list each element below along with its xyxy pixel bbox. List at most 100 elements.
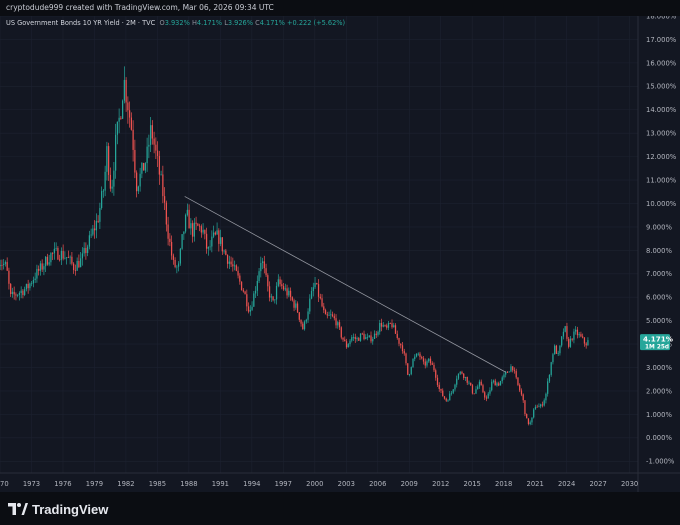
candle-body — [212, 232, 215, 237]
candle-body — [335, 318, 337, 326]
candle-body — [246, 294, 248, 307]
open-value: 3.932% — [164, 19, 190, 27]
candle-body — [128, 110, 131, 118]
candle-body — [541, 404, 544, 406]
candle-body — [186, 209, 188, 215]
candle-body — [477, 386, 479, 390]
price-tick-label: 18.000% — [646, 16, 677, 20]
high-label: H — [191, 19, 197, 27]
tradingview-brand[interactable]: TradingView — [8, 500, 108, 518]
candle-body — [317, 284, 320, 297]
candle-body — [506, 372, 509, 374]
candle-body — [379, 323, 381, 332]
candle-body — [501, 377, 503, 382]
candle-body — [471, 385, 474, 394]
symbol-title[interactable]: US Government Bonds 10 YR Yield · 2M · T… — [6, 19, 156, 27]
candle-body — [15, 294, 17, 296]
time-tick-label: 1991 — [212, 480, 229, 488]
candle-body — [587, 340, 589, 346]
candle-body — [6, 262, 8, 271]
candle-body — [123, 79, 126, 101]
candle-body — [239, 275, 241, 282]
candle-body — [249, 309, 251, 312]
chart-plot-area[interactable]: -1.000%0.000%1.000%2.000%3.000%4.000%5.0… — [0, 16, 680, 492]
time-tick-label: 1997 — [275, 480, 292, 488]
candle-body — [130, 117, 132, 130]
candle-body — [228, 261, 230, 264]
price-tick-label: 11.000% — [646, 176, 677, 184]
price-tick-label: 9.000% — [646, 223, 672, 231]
candle-body — [393, 325, 395, 328]
candle-body — [137, 186, 139, 192]
candle-body — [34, 278, 36, 281]
candle-body — [284, 288, 286, 290]
candle-body — [296, 303, 299, 313]
candle-body — [417, 353, 419, 355]
candle-body — [408, 374, 411, 375]
candle-body — [470, 382, 472, 386]
candlestick-chart[interactable]: -1.000%0.000%1.000%2.000%3.000%4.000%5.0… — [0, 16, 680, 492]
time-tick-label: 1985 — [149, 480, 166, 488]
candle-body — [366, 337, 369, 338]
candle-body — [454, 384, 456, 390]
candle-body — [562, 331, 565, 337]
price-tick-label: 6.000% — [646, 294, 672, 302]
candle-body — [407, 363, 409, 375]
price-tick-label: 10.000% — [646, 200, 677, 208]
candle-body — [52, 253, 54, 254]
candle-body — [372, 338, 374, 342]
candle-body — [468, 382, 470, 384]
candle-body — [337, 322, 339, 326]
candle-body — [368, 335, 370, 338]
candle-body — [498, 383, 500, 386]
candle-body — [426, 361, 428, 366]
candle-body — [176, 266, 178, 268]
candle-body — [527, 418, 530, 424]
time-axis[interactable]: 1970 1973 1976 1979 1982 1985 1988 1991 1994 1997… — [0, 480, 638, 488]
candle-body — [261, 261, 264, 264]
candle-body — [48, 262, 50, 265]
candle-body — [564, 326, 566, 332]
candle-body — [503, 374, 505, 378]
candle-body — [106, 146, 108, 172]
trendline[interactable] — [184, 196, 506, 373]
candle-body — [351, 337, 353, 341]
footer-bar: TradingView — [0, 492, 680, 525]
price-tick-label: 0.000% — [646, 434, 672, 442]
candle-body — [64, 257, 66, 259]
candle-body — [31, 283, 33, 285]
symbol-legend[interactable]: US Government Bonds 10 YR Yield · 2M · T… — [6, 19, 345, 27]
candle-body — [275, 285, 278, 300]
candle-body — [162, 174, 164, 197]
candle-body — [508, 371, 510, 373]
last-price-value: 4.171% — [643, 334, 673, 343]
candle-body — [576, 329, 579, 336]
candle-body — [365, 337, 367, 340]
candle-body — [520, 390, 523, 395]
price-axis[interactable]: -1.000%0.000%1.000%2.000%3.000%4.000%5.0… — [646, 16, 677, 466]
price-tick-label: 7.000% — [646, 270, 672, 278]
candle-body — [582, 336, 584, 338]
candle-body — [3, 263, 5, 266]
candle-body — [419, 353, 421, 357]
close-label: C — [255, 19, 260, 27]
candle-body — [543, 400, 545, 406]
candle-body — [155, 144, 157, 151]
candle-body — [443, 396, 446, 399]
candle-body — [512, 366, 514, 371]
candle-body — [247, 306, 250, 312]
candle-body — [73, 263, 75, 271]
candle-body — [172, 255, 174, 260]
candle-body — [36, 268, 38, 279]
candle-body — [349, 340, 351, 345]
candle-body — [547, 381, 549, 394]
candle-body — [347, 344, 349, 348]
candle-body — [268, 286, 271, 298]
candle-body — [370, 335, 372, 342]
candle-body — [319, 296, 321, 299]
candle-body — [522, 394, 524, 401]
candle-body — [66, 257, 68, 259]
candle-body — [526, 414, 528, 419]
time-tick-label: 1979 — [86, 480, 103, 488]
candle-body — [109, 174, 112, 189]
